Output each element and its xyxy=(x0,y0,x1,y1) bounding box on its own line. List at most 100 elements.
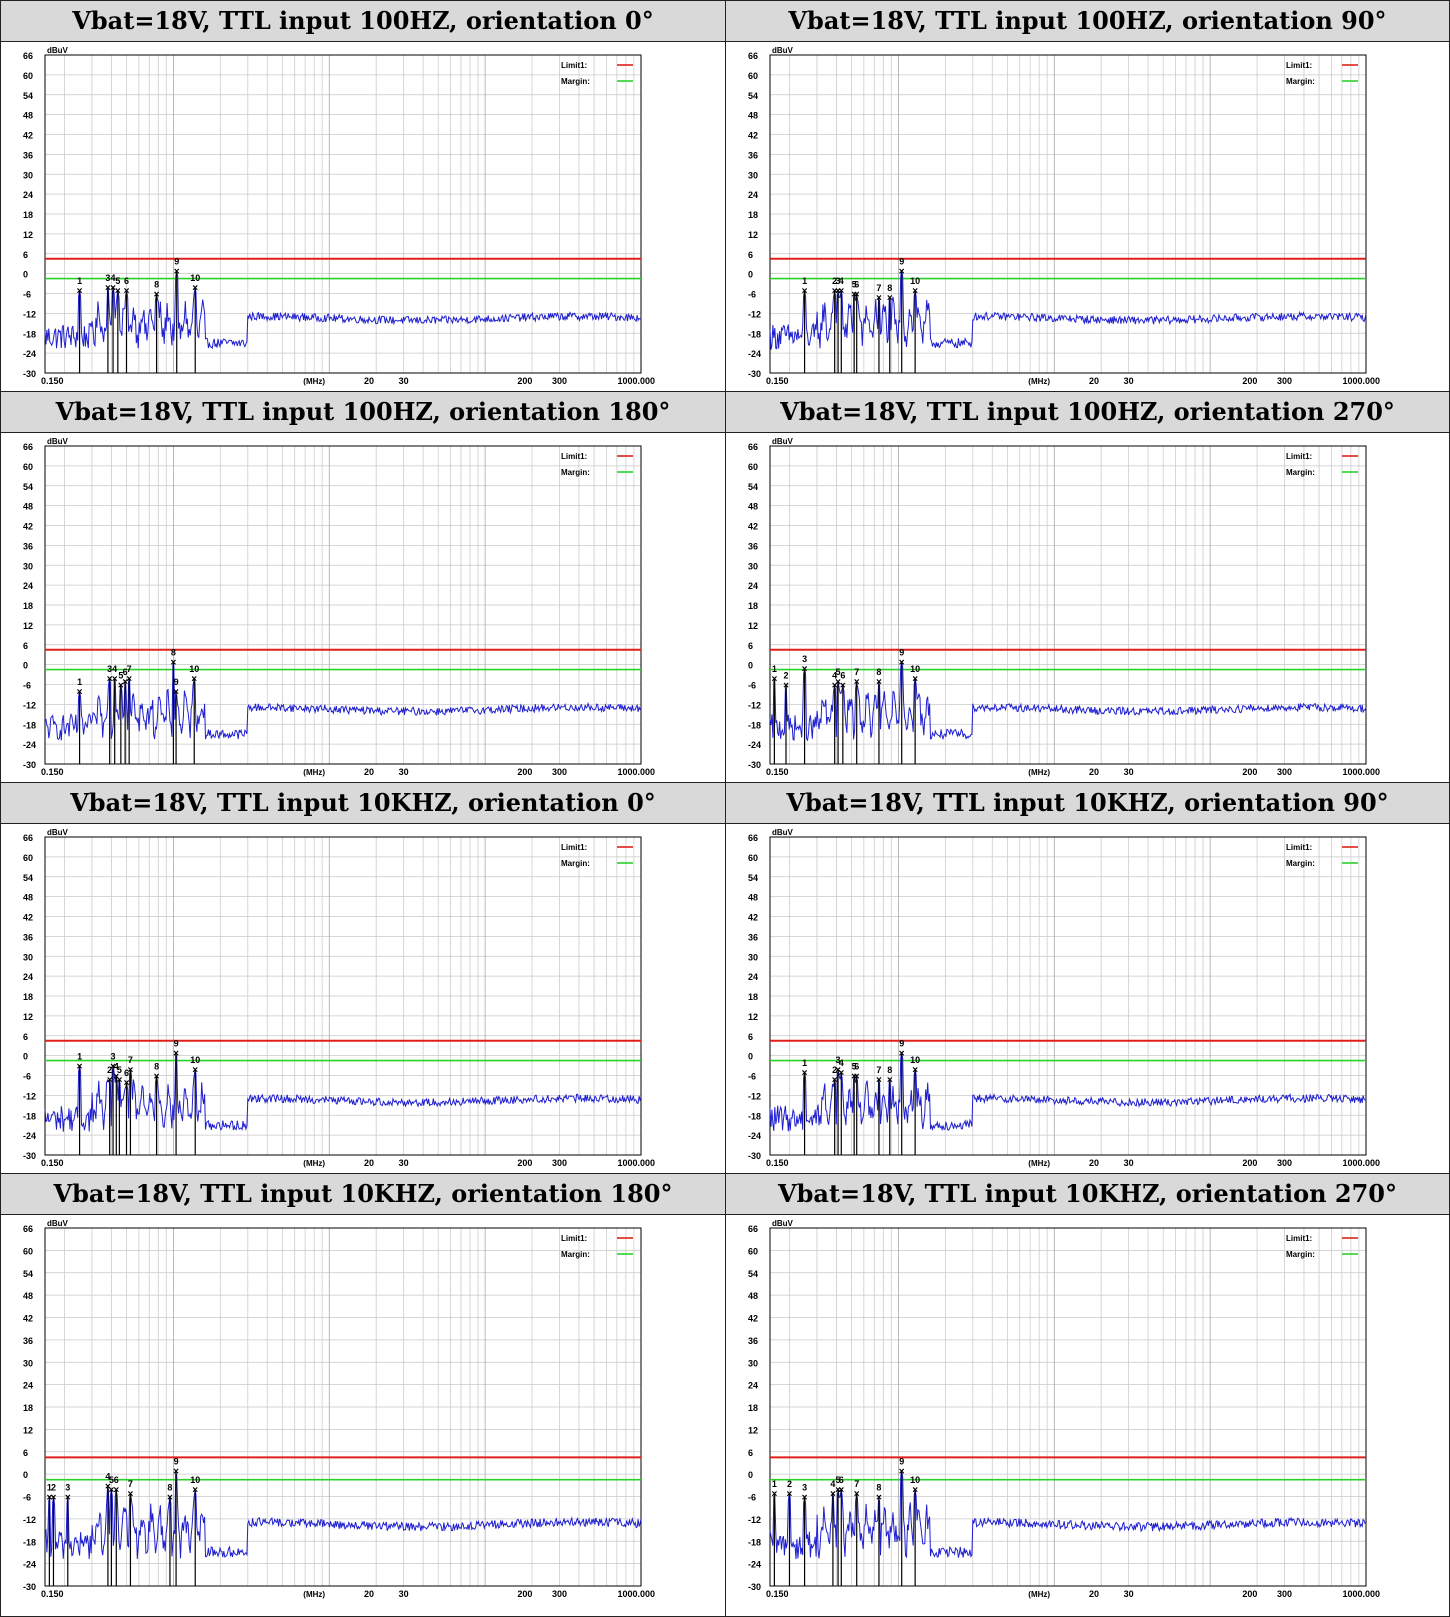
y-tick-label: 36 xyxy=(23,932,33,942)
x-tick-label: 20 xyxy=(1089,1158,1099,1168)
x-tick-label: 0.150 xyxy=(766,1589,789,1599)
y-tick-label: 48 xyxy=(23,111,33,121)
y-tick-label: -24 xyxy=(23,740,36,750)
y-tick-label: 6 xyxy=(23,1448,28,1458)
y-tick-label: -6 xyxy=(23,681,31,691)
marker-cross: × xyxy=(912,286,918,297)
x-tick-label: 200 xyxy=(517,376,532,386)
y-tick-label: 0 xyxy=(748,661,753,671)
y-tick-label: 6 xyxy=(23,1032,28,1042)
marker-cross: × xyxy=(832,1075,838,1086)
y-tick-label: 36 xyxy=(23,1336,33,1346)
y-tick-label: -6 xyxy=(748,1493,756,1503)
marker-label: 6 xyxy=(124,1068,129,1078)
marker-label: 9 xyxy=(899,256,904,266)
marker-cross: × xyxy=(899,266,905,277)
measurement-trace xyxy=(769,270,1367,350)
marker-cross: × xyxy=(113,1485,119,1496)
y-tick-label: 48 xyxy=(23,502,33,512)
marker-cross: × xyxy=(899,657,905,668)
measurement-trace xyxy=(769,661,1367,741)
marker-label: 8 xyxy=(876,1483,881,1493)
marker-cross: × xyxy=(192,1485,198,1496)
y-tick-label: 30 xyxy=(23,952,33,962)
y-tick-label: 12 xyxy=(748,1012,758,1022)
y-tick-label: 6 xyxy=(748,250,753,260)
x-tick-label: 300 xyxy=(1277,1589,1292,1599)
chart-panel: Vbat=18V, TTL input 10KHZ, orientation 0… xyxy=(0,782,726,1174)
x-tick-label: 30 xyxy=(1124,376,1134,386)
legend-label: Margin: xyxy=(1286,859,1315,868)
marker-label: 6 xyxy=(123,667,128,677)
marker-label: 10 xyxy=(190,1055,200,1065)
marker-cross: × xyxy=(167,1493,173,1504)
marker-cross: × xyxy=(854,290,860,301)
y-tick-label: 48 xyxy=(748,893,758,903)
marker-label: 6 xyxy=(854,280,859,290)
marker-cross: × xyxy=(838,1068,844,1079)
marker-cross: × xyxy=(912,674,918,685)
y-tick-label: 66 xyxy=(748,1224,758,1234)
y-tick-label: 54 xyxy=(23,873,33,883)
marker-cross: × xyxy=(802,1493,808,1504)
y-axis-label: dBuV xyxy=(47,828,69,837)
legend-label: Margin: xyxy=(561,859,590,868)
marker-label: 7 xyxy=(854,667,859,677)
measurement-trace xyxy=(44,1052,642,1132)
y-tick-label: 0 xyxy=(23,661,28,671)
y-tick-label: -24 xyxy=(748,740,761,750)
y-tick-label: -12 xyxy=(748,309,761,319)
chart-panel: Vbat=18V, TTL input 100HZ, orientation 0… xyxy=(0,0,726,392)
marker-label: 6 xyxy=(839,1475,844,1485)
y-tick-label: -30 xyxy=(748,760,761,770)
x-axis-unit: (MHz) xyxy=(1028,1590,1050,1599)
y-tick-label: 30 xyxy=(748,561,758,571)
marker-label: 3 xyxy=(836,1055,841,1065)
y-tick-label: 42 xyxy=(23,1314,33,1324)
y-tick-label: 60 xyxy=(23,1246,33,1256)
y-tick-label: 48 xyxy=(748,1291,758,1301)
marker-label: 5 xyxy=(852,1062,857,1072)
y-tick-label: -30 xyxy=(23,1151,36,1161)
y-tick-label: 54 xyxy=(23,482,33,492)
y-tick-label: 0 xyxy=(748,1052,753,1062)
marker-cross: × xyxy=(126,674,132,685)
marker-label: 4 xyxy=(105,1471,110,1481)
marker-cross: × xyxy=(854,677,860,688)
marker-cross: × xyxy=(899,1048,905,1059)
marker-cross: × xyxy=(173,687,179,698)
x-tick-label: 20 xyxy=(1089,767,1099,777)
marker-label: 3 xyxy=(802,654,807,664)
chart-panel: Vbat=18V, TTL input 100HZ, orientation 2… xyxy=(725,391,1450,783)
marker-cross: × xyxy=(876,1493,882,1504)
marker-cross: × xyxy=(912,1065,918,1076)
y-tick-label: 54 xyxy=(748,482,758,492)
measurement-trace xyxy=(44,1472,642,1560)
marker-cross: × xyxy=(65,1493,71,1504)
y-tick-label: 12 xyxy=(23,1012,33,1022)
y-tick-label: 24 xyxy=(23,1381,33,1391)
x-axis-unit: (MHz) xyxy=(1028,377,1050,386)
y-tick-label: -18 xyxy=(23,329,36,339)
marker-cross: × xyxy=(854,1072,860,1083)
y-tick-label: -30 xyxy=(23,760,36,770)
y-tick-label: -6 xyxy=(23,290,31,300)
y-tick-label: 0 xyxy=(748,1470,753,1480)
y-tick-label: -6 xyxy=(748,290,756,300)
y-tick-label: -18 xyxy=(748,1111,761,1121)
x-tick-label: 300 xyxy=(552,376,567,386)
y-tick-label: -30 xyxy=(23,1582,36,1592)
y-tick-label: 24 xyxy=(748,1381,758,1391)
plot-border xyxy=(44,445,642,765)
marker-label: 8 xyxy=(154,280,159,290)
x-tick-label: 1000.000 xyxy=(1342,376,1380,386)
x-tick-label: 30 xyxy=(399,1589,409,1599)
y-tick-label: 54 xyxy=(23,91,33,101)
y-tick-label: -12 xyxy=(23,700,36,710)
y-tick-label: 66 xyxy=(23,833,33,843)
x-tick-label: 0.150 xyxy=(766,376,789,386)
marker-cross: × xyxy=(173,1466,179,1477)
y-tick-label: -24 xyxy=(23,1560,36,1570)
marker-label: 9 xyxy=(899,1456,904,1466)
y-tick-label: 48 xyxy=(748,111,758,121)
